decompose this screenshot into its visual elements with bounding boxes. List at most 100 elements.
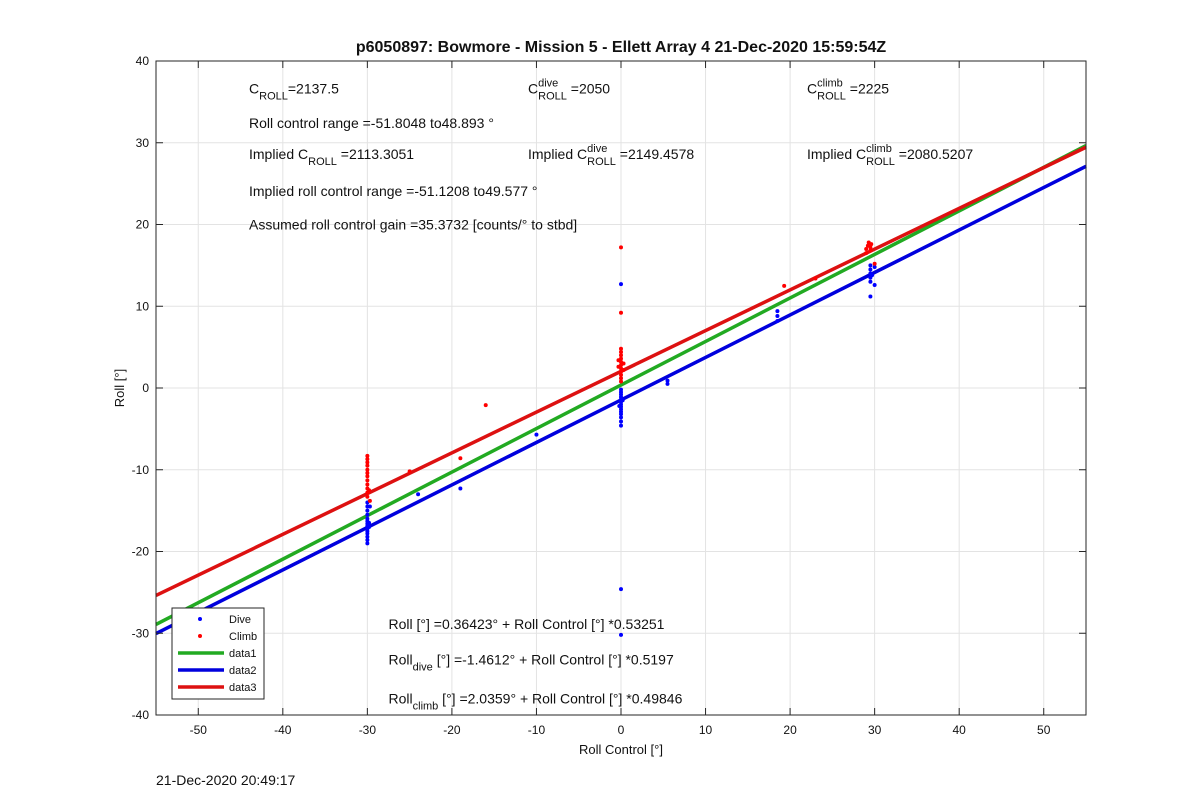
climb-point	[365, 463, 370, 468]
climb-point	[868, 245, 873, 250]
x-tick-label: 40	[953, 723, 967, 737]
y-tick-label: 20	[136, 218, 150, 232]
climb-point	[619, 372, 623, 377]
climb-point	[619, 346, 623, 351]
climb-point	[864, 247, 869, 252]
climb-point	[621, 361, 626, 366]
dive-point	[619, 587, 623, 592]
dive-point	[868, 263, 873, 268]
dive-point	[367, 504, 372, 509]
y-tick-label: -20	[132, 545, 150, 559]
climb-point	[365, 460, 370, 465]
climb-point	[869, 242, 874, 247]
climb-point	[365, 494, 370, 499]
legend-label: data3	[229, 682, 257, 694]
dive-point	[365, 531, 370, 536]
dive-point	[365, 541, 370, 546]
y-tick-label: -10	[132, 463, 150, 477]
legend-marker	[198, 617, 202, 621]
y-axis-label: Roll [°]	[112, 369, 127, 407]
x-tick-label: 30	[868, 723, 882, 737]
annotation-implied_c_roll: Implied CROLL =2113.3051	[249, 146, 414, 168]
dive-point	[872, 265, 877, 270]
dive-point	[868, 294, 873, 299]
x-tick-label: 20	[783, 723, 797, 737]
dive-point	[619, 282, 623, 287]
y-tick-label: 10	[136, 299, 150, 313]
climb-point	[864, 251, 869, 256]
x-tick-label: 10	[699, 723, 713, 737]
annotation-fit_all: Roll [°] =0.36423° + Roll Control [°] *0…	[389, 616, 665, 632]
climb-point	[365, 453, 370, 458]
climb-point	[619, 353, 623, 358]
dive-point	[619, 415, 623, 420]
annotation-implied_range: Implied roll control range =-51.1208 to4…	[249, 183, 538, 199]
series-climb	[365, 240, 877, 503]
climb-point	[813, 276, 818, 281]
legend-marker	[198, 634, 202, 638]
annotation-c_roll_dive: Cdive ROLL =2050	[528, 78, 610, 103]
legend-label: data1	[229, 648, 257, 660]
legend-item-data3: data3	[178, 682, 257, 694]
dive-point	[619, 632, 623, 637]
annotation-fit_dive: Rolldive [°] =-1.4612° + Roll Control [°…	[389, 651, 674, 673]
legend-label: Climb	[229, 631, 257, 643]
climb-point	[621, 368, 626, 373]
climb-point	[367, 498, 372, 503]
legend-item-dive: Dive	[198, 614, 251, 626]
dive-point	[365, 508, 370, 513]
x-tick-label: -40	[274, 723, 292, 737]
climb-point	[483, 403, 488, 408]
legend-item-data1: data1	[178, 648, 257, 660]
legend-item-data2: data2	[178, 665, 257, 677]
climb-point	[619, 379, 623, 384]
climb-point	[868, 248, 873, 253]
legend-label: Dive	[229, 614, 251, 626]
dive-point	[365, 538, 370, 543]
dive-point	[365, 512, 370, 517]
y-tick-label: -40	[132, 708, 150, 722]
climb-point	[619, 376, 623, 381]
climb-point	[872, 261, 877, 266]
climb-point	[365, 471, 370, 476]
climb-point	[619, 350, 623, 355]
dive-point	[617, 403, 622, 408]
print-timestamp: 21-Dec-2020 20:49:17	[156, 772, 296, 788]
dive-point	[620, 398, 625, 403]
climb-point	[616, 364, 621, 369]
climb-point	[619, 245, 623, 250]
dive-point	[534, 432, 539, 437]
climb-point	[619, 310, 623, 315]
climb-point	[365, 474, 370, 479]
series-dive	[365, 263, 877, 637]
legend-item-climb: Climb	[198, 631, 257, 643]
dive-point	[775, 314, 780, 319]
climb-point	[365, 457, 370, 462]
dive-point	[416, 492, 421, 497]
dive-point	[619, 419, 623, 424]
climb-point	[365, 478, 370, 483]
data-points	[365, 240, 877, 637]
legend-label: data2	[229, 665, 257, 677]
annotations: CROLL=2137.5 Cdive ROLL =2050 Cclimb ROLL =2…	[249, 78, 973, 713]
x-tick-label: -50	[190, 723, 208, 737]
dive-point	[665, 381, 670, 386]
dive-point	[619, 423, 623, 428]
annotation-assumed_gain: Assumed roll control gain =35.3732 [coun…	[249, 216, 577, 232]
y-tick-label: 40	[136, 54, 150, 68]
annotation-roll_range: Roll control range =-51.8048 to48.893 °	[249, 115, 494, 131]
dive-point	[665, 378, 670, 383]
dive-point	[619, 412, 623, 417]
annotation-implied_c_roll_climb: Implied Cclimb ROLL =2080.5207	[807, 143, 973, 168]
annotation-fit_climb: Rollclimb [°] =2.0359° + Roll Control [°…	[389, 691, 683, 713]
climb-point	[616, 358, 621, 363]
x-tick-label: -20	[443, 723, 461, 737]
chart-title: p6050897: Bowmore - Mission 5 - Ellett A…	[356, 39, 887, 56]
y-tick-label: 0	[142, 381, 149, 395]
x-tick-label: 50	[1037, 723, 1051, 737]
annotation-c_roll: CROLL=2137.5	[249, 81, 339, 103]
fit-line-data1	[155, 144, 1087, 627]
annotation-implied_c_roll_dive: Implied Cdive ROLL =2149.4578	[528, 143, 694, 168]
